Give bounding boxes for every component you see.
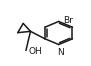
Text: Br: Br xyxy=(63,16,73,25)
Text: OH: OH xyxy=(28,47,42,56)
Text: N: N xyxy=(57,48,63,57)
